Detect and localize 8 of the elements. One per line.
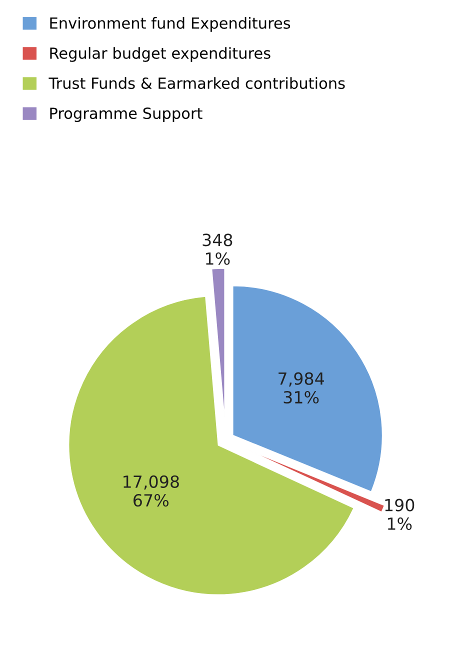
legend-label: Environment fund Expenditures [50, 17, 290, 32]
data-label: 348 1% [202, 234, 232, 265]
data-label: 7,984 31% [278, 372, 324, 404]
legend-label: Trust Funds & Earmarked contributions [48, 77, 345, 89]
legend-label: Regular budget expenditures [50, 47, 270, 62]
legend-label: Programme Support [50, 108, 202, 122]
data-label: 17,098 67% [124, 475, 179, 507]
data-label: 190 1% [385, 498, 414, 530]
